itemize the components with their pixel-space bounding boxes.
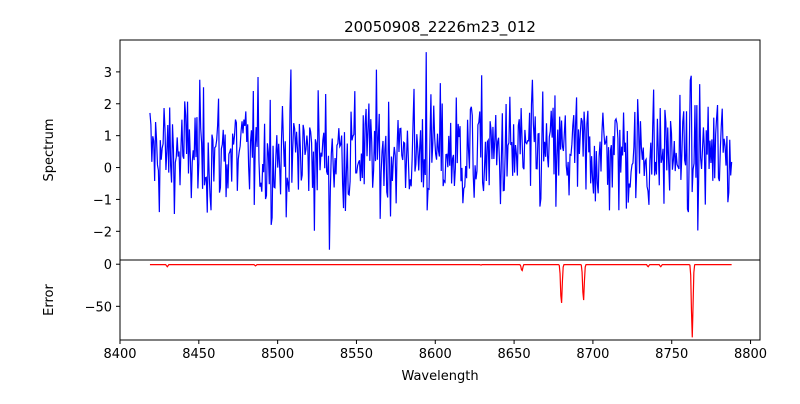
spectrum-ytick-label: 3 (104, 66, 112, 81)
error-ylabel: Error (42, 284, 57, 316)
spectrum-series-line (149, 52, 733, 250)
x-tick-label: 8550 (340, 347, 373, 362)
x-tick-label: 8750 (655, 347, 688, 362)
x-tick-label: 8800 (734, 347, 767, 362)
error-xticks: 8400 8450 8500 8550 8600 8650 8700 8750 8800 (103, 340, 767, 362)
spectrum-ytick-label: 2 (104, 98, 112, 113)
error-yticks: 0 −50 (85, 258, 120, 315)
error-ytick-label: 0 (104, 258, 112, 273)
spectrum-ytick-label: 1 (104, 130, 112, 145)
x-tick-label: 8700 (576, 347, 609, 362)
x-tick-label: 8500 (261, 347, 294, 362)
spectrum-ytick-label: −2 (93, 225, 112, 240)
x-axis-label: Wavelength (401, 369, 478, 384)
x-tick-label: 8400 (103, 347, 136, 362)
x-tick-label: 8650 (498, 347, 531, 362)
spectrum-ytick-label: −1 (93, 193, 112, 208)
spectrum-ylabel: Spectrum (42, 119, 57, 182)
error-ytick-label: −50 (85, 300, 112, 315)
chart-title: 20050908_2226m23_012 (344, 18, 536, 37)
spectrum-ytick-label: 0 (104, 162, 112, 177)
spectrum-yticks: −2 −1 0 1 2 3 (93, 66, 120, 240)
error-panel-frame (119, 259, 761, 341)
x-tick-label: 8600 (419, 347, 452, 362)
x-tick-label: 8450 (182, 347, 215, 362)
error-series-line (149, 264, 732, 338)
